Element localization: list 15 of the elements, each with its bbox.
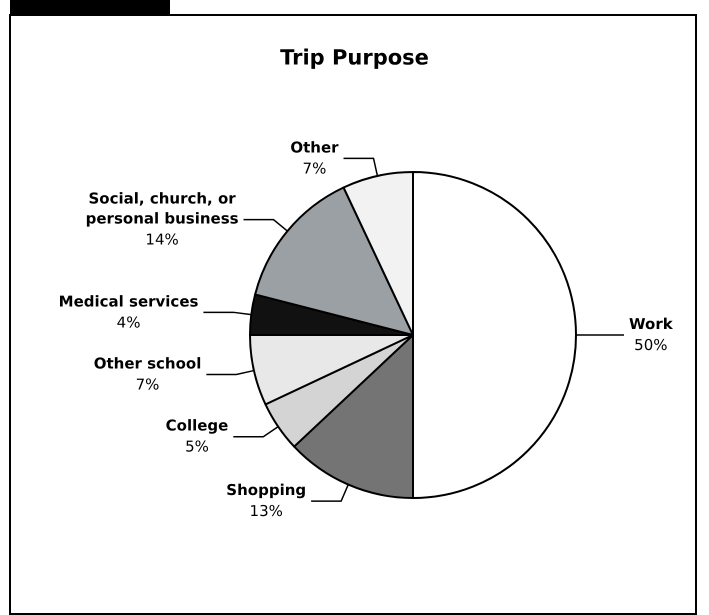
slice-label: Shopping bbox=[226, 481, 306, 500]
data-label: 13% bbox=[250, 502, 283, 520]
slice-label: Other bbox=[290, 138, 340, 156]
slice-label: Medical services bbox=[58, 292, 198, 310]
data-label: 5% bbox=[185, 438, 209, 456]
data-label: 7% bbox=[136, 375, 160, 394]
chart-title: Trip Purpose bbox=[280, 46, 429, 70]
data-label: 50% bbox=[634, 336, 668, 354]
data-label: 4% bbox=[116, 313, 140, 332]
data-label: 14% bbox=[145, 230, 179, 249]
slice-label: College bbox=[166, 416, 228, 435]
slice-label: Work bbox=[628, 315, 674, 333]
slice-label: Social, church, or personal business bbox=[86, 190, 239, 228]
data-label: 7% bbox=[302, 159, 326, 178]
slice-label: Other school bbox=[94, 354, 202, 372]
